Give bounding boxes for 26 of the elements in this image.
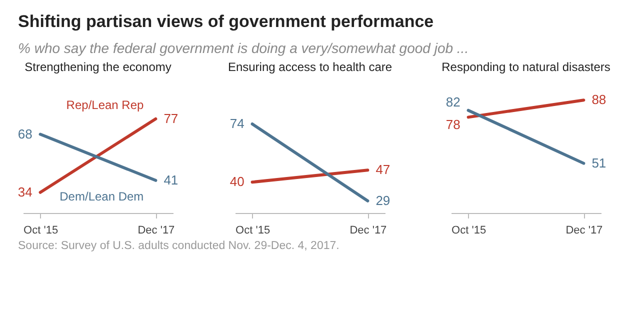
- data-label: 82: [446, 94, 460, 110]
- x-tick-label: Oct '15: [452, 224, 486, 236]
- series-label: Dem/Lean Dem: [60, 189, 144, 204]
- data-label: 77: [164, 110, 178, 126]
- text: Shifting partisan views of government performance: [18, 12, 435, 32]
- series-label: Rep/Lean Rep: [66, 98, 144, 112]
- data-label: 40: [230, 174, 244, 190]
- text: % who say the federal government is doing a very/somewhat good job ...: [18, 40, 470, 56]
- data-label: 68: [18, 126, 32, 142]
- x-tick-label: Dec '17: [138, 224, 175, 236]
- chart-title: Ensuring access to health care: [228, 60, 392, 74]
- chart-title: Strengthening the economy: [24, 60, 172, 74]
- data-label: 78: [446, 117, 460, 132]
- x-tick-label: Dec '17: [350, 224, 387, 236]
- data-label: 51: [592, 155, 606, 170]
- data-label: 29: [376, 192, 390, 208]
- x-tick-label: Oct '15: [236, 224, 270, 236]
- data-label: 34: [18, 184, 32, 200]
- source-note: Source: Survey of U.S. adults conducted Nov. 29-Dec. 4, 2017.: [17, 240, 340, 252]
- chart-title: Responding to natural disasters: [442, 60, 610, 74]
- data-label: 47: [376, 162, 390, 178]
- data-label: 41: [164, 172, 178, 188]
- data-label: 74: [230, 116, 244, 132]
- data-label: 88: [592, 92, 606, 108]
- x-tick-label: Oct '15: [24, 224, 58, 236]
- x-tick-label: Dec '17: [566, 224, 603, 236]
